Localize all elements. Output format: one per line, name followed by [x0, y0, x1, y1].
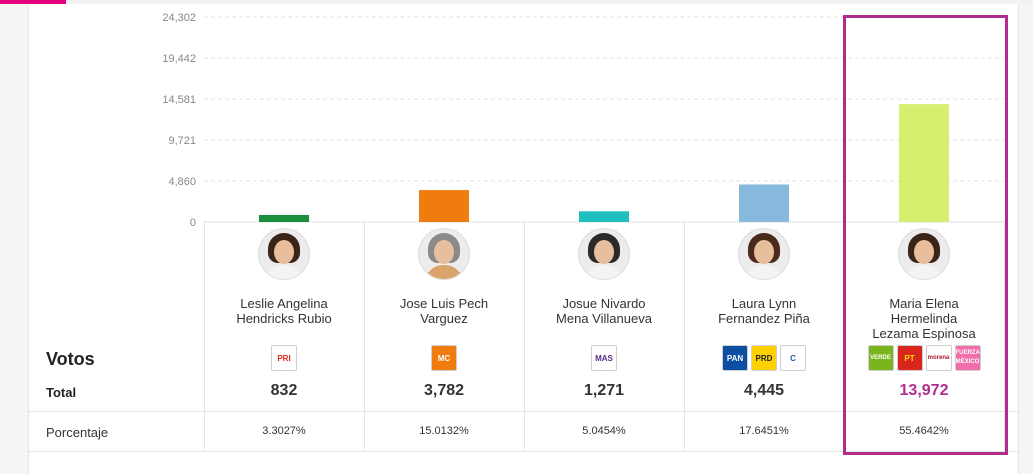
bar	[419, 190, 469, 222]
fuerza-mexico-logo: FUERZA MÉXICO	[954, 345, 981, 371]
candidate-column: Leslie Angelina Hendricks Rubio PRI 832 3.30…	[204, 226, 364, 452]
candidate-name-line: Laura Lynn	[731, 296, 797, 311]
candidate-name: Laura Lynn Fernandez Piña	[684, 296, 844, 326]
pan-logo: PAN	[722, 345, 748, 371]
row-divider	[28, 411, 1018, 412]
candidate-total-votes: 832	[270, 382, 298, 399]
left-panel	[0, 4, 29, 474]
candidate-column: Josue Nivardo Mena Villanueva MAS 1,271 5.04…	[524, 226, 684, 452]
row-divider	[28, 451, 1018, 452]
candidate-name: Josue Nivardo Mena Villanueva	[524, 296, 684, 326]
candidate-name-line: Josue Nivardo	[562, 296, 646, 311]
candidate-total-votes: 13,972	[899, 382, 949, 399]
column-separator	[204, 222, 205, 452]
candidate-total-votes: 4,445	[743, 382, 785, 399]
percentage-row-label: Porcentaje	[46, 425, 109, 440]
candidate-name: Leslie Angelina Hendricks Rubio	[204, 296, 364, 326]
right-panel	[1018, 4, 1033, 474]
candidate-total-votes: 3,782	[423, 382, 465, 399]
verde-logo: VERDE	[867, 345, 894, 371]
y-tick-label: 4,860	[168, 176, 196, 188]
y-tick-label: 24,302	[162, 12, 196, 24]
candidate-percentage: 3.3027%	[262, 425, 306, 437]
bar	[579, 211, 629, 222]
candidate-name-line: Fernandez Piña	[718, 311, 810, 326]
mas-logo: MAS	[591, 345, 617, 371]
column-separator	[684, 222, 685, 452]
candidate-name-line: Jose Luis Pech	[399, 296, 489, 311]
top-strip	[0, 0, 1033, 4]
candidate-percentage: 55.4642%	[899, 425, 949, 437]
candidate-column: Laura Lynn Fernandez Piña PAN PRD C 4,445 17.6…	[684, 226, 844, 452]
candidate-percentage: 5.0454%	[582, 425, 626, 437]
candidate-percentage: 17.6451%	[739, 425, 789, 437]
party-logos: VERDE PT morena FUERZA MÉXICO	[844, 345, 1004, 371]
candidate-name-line: Maria Elena	[889, 296, 959, 311]
candidate-name-line: Hermelinda	[890, 311, 958, 326]
candidate-avatar	[738, 228, 790, 280]
pt-logo: PT	[896, 345, 923, 371]
candidate-avatar	[578, 228, 630, 280]
candidate-name-line: Hendricks Rubio	[236, 311, 332, 326]
y-tick-label: 9,721	[168, 135, 196, 147]
confianza-logo: C	[780, 345, 806, 371]
total-row-label: Total	[46, 385, 77, 400]
candidate-column: Maria Elena Hermelinda Lezama Espinosa VERD…	[844, 226, 1004, 452]
y-tick-label: 14,581	[162, 94, 196, 106]
candidate-name-line: Lezama Espinosa	[872, 326, 976, 341]
candidate-total-votes: 1,271	[583, 382, 625, 399]
mc-logo: MC	[431, 345, 457, 371]
candidate-avatar	[898, 228, 950, 280]
candidate-name-line: Mena Villanueva	[556, 311, 652, 326]
candidate-avatar	[418, 228, 470, 280]
column-separator	[1004, 222, 1005, 452]
candidate-name: Jose Luis Pech Varguez	[364, 296, 524, 326]
prd-logo: PRD	[751, 345, 777, 371]
bar	[259, 214, 309, 222]
y-tick-label: 0	[190, 217, 196, 229]
candidate-avatar	[258, 228, 310, 280]
y-tick-label: 19,442	[162, 53, 196, 65]
pri-logo: PRI	[271, 345, 297, 371]
candidate-column: Jose Luis Pech Varguez MC 3,782 15.0132%	[364, 226, 524, 452]
candidate-percentage: 15.0132%	[419, 425, 469, 437]
party-logos: MC	[364, 345, 524, 371]
morena-logo: morena	[925, 345, 952, 371]
party-logos: PRI	[204, 345, 364, 371]
votos-title: Votos	[46, 349, 95, 369]
column-separator	[364, 222, 365, 452]
bar	[899, 104, 949, 222]
bar	[739, 184, 789, 222]
candidate-name: Maria Elena Hermelinda Lezama Espinosa	[844, 296, 1004, 341]
winner-highlight-box	[843, 15, 1008, 455]
candidate-name-line: Leslie Angelina	[240, 296, 328, 311]
top-accent-bar	[0, 0, 66, 4]
candidate-name-line: Varguez	[420, 311, 468, 326]
party-logos: MAS	[524, 345, 684, 371]
party-logos: PAN PRD C	[684, 345, 844, 371]
column-separator	[524, 222, 525, 452]
